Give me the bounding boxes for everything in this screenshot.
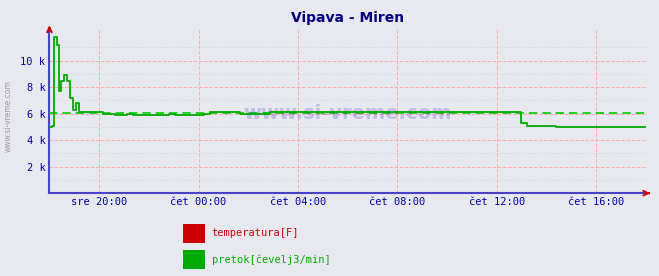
Text: www.si-vreme.com: www.si-vreme.com xyxy=(243,104,452,123)
Bar xyxy=(183,250,205,269)
Text: temperatura[F]: temperatura[F] xyxy=(212,229,299,238)
Text: www.si-vreme.com: www.si-vreme.com xyxy=(3,80,13,152)
Text: pretok[čevelj3/min]: pretok[čevelj3/min] xyxy=(212,254,331,265)
Title: Vipava - Miren: Vipava - Miren xyxy=(291,11,404,25)
Bar xyxy=(183,224,205,243)
